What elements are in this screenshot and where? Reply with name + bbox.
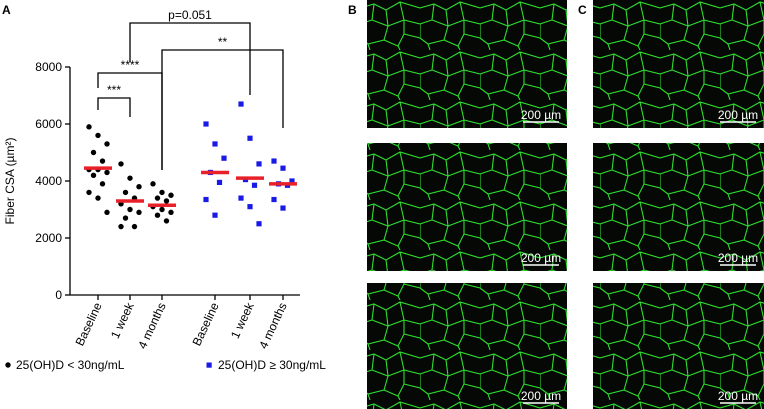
legend-marker — [5, 362, 11, 368]
data-point — [104, 141, 110, 147]
data-point — [271, 196, 277, 203]
scale-bar-label: 200 µm — [521, 389, 561, 403]
panel-label: B — [348, 3, 357, 17]
data-point — [163, 198, 170, 204]
micrograph — [367, 143, 567, 271]
panel-label: A — [2, 3, 11, 17]
significance-bracket — [129, 22, 251, 95]
data-point — [118, 223, 124, 230]
data-point — [99, 181, 106, 187]
micrograph — [593, 283, 764, 409]
data-point — [154, 212, 161, 218]
data-point — [280, 165, 286, 171]
legend-label: 25(OH)D ≥ 30ng/mL — [218, 358, 326, 372]
data-point — [271, 158, 277, 164]
legend-label: 25(OH)D < 30ng/mL — [16, 358, 125, 372]
x-tick-label: 1 week — [108, 299, 137, 340]
y-tick-label: 2000 — [35, 231, 62, 245]
data-point — [203, 196, 209, 203]
data-point — [168, 209, 174, 216]
significance-label: **** — [121, 58, 140, 72]
data-point — [86, 189, 92, 196]
scale-bar-label: 200 µm — [718, 108, 758, 122]
x-tick-label: 1 week — [228, 299, 257, 340]
significance-label: ** — [218, 35, 228, 49]
data-point — [159, 206, 165, 213]
x-tick-label: 4 months — [135, 300, 169, 351]
data-point — [90, 149, 97, 156]
micrograph — [367, 283, 567, 409]
data-point — [127, 206, 133, 213]
data-point — [122, 189, 129, 196]
x-tick-label: 4 months — [256, 300, 290, 351]
data-point — [154, 195, 161, 201]
data-point — [168, 192, 174, 198]
data-point — [159, 189, 165, 196]
y-tick-label: 6000 — [35, 117, 62, 131]
data-point — [256, 221, 262, 227]
data-point — [104, 169, 110, 176]
scale-bar-label: 200 µm — [718, 389, 758, 403]
data-point — [238, 195, 244, 201]
data-point — [212, 212, 218, 218]
data-point — [136, 184, 142, 190]
significance-bracket — [161, 49, 284, 170]
scale-bar-label: 200 µm — [521, 251, 561, 265]
data-point — [216, 179, 223, 186]
micrograph — [593, 143, 764, 271]
scale-bar-label: 200 µm — [718, 251, 758, 265]
data-point — [99, 158, 106, 164]
scale-bar-label: 200 µm — [521, 108, 561, 122]
data-point — [122, 215, 129, 221]
data-point — [118, 161, 124, 167]
x-tick-label: Baseline — [73, 300, 105, 348]
significance-bracket — [97, 97, 131, 117]
panel-label: C — [578, 3, 587, 17]
y-axis-title: Fiber CSA (µm²) — [3, 138, 17, 225]
data-point — [104, 209, 110, 216]
data-point — [251, 182, 258, 188]
data-point — [256, 161, 262, 167]
y-tick-label: 4000 — [35, 174, 62, 188]
data-point — [212, 141, 218, 147]
significance-label: *** — [107, 83, 121, 97]
data-point — [95, 195, 101, 201]
data-point — [90, 172, 97, 178]
x-tick-label: Baseline — [190, 300, 222, 348]
data-point — [163, 218, 170, 224]
legend-marker — [206, 362, 212, 368]
data-point — [136, 209, 142, 216]
data-point — [86, 124, 92, 130]
data-point — [150, 181, 156, 187]
significance-label: p=0.051 — [168, 8, 212, 22]
data-point — [131, 223, 138, 230]
data-point — [280, 205, 286, 211]
data-point — [127, 175, 133, 181]
data-point — [95, 132, 101, 139]
data-point — [203, 121, 209, 127]
y-tick-label: 0 — [55, 288, 62, 302]
data-point — [247, 135, 253, 141]
data-point — [221, 155, 227, 161]
micrograph — [593, 0, 764, 128]
data-point — [238, 101, 244, 107]
micrograph — [367, 0, 567, 128]
y-tick-label: 8000 — [35, 60, 62, 74]
data-point — [247, 204, 253, 210]
data-point — [289, 178, 295, 184]
